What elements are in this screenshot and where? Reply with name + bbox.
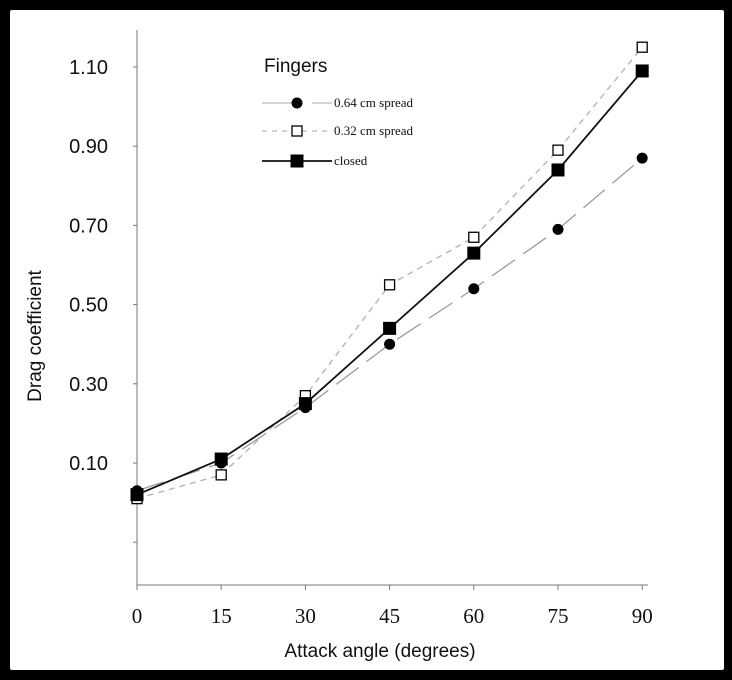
series-0-32-cm-spread (136, 46, 643, 500)
data-point (298, 397, 312, 411)
series-layer (130, 41, 649, 505)
data-point (215, 469, 227, 481)
x-tick-label: 30 (295, 604, 316, 628)
axes (136, 30, 648, 586)
y-tick-label: 1.10 (69, 57, 108, 79)
y-tick-label: 0.90 (69, 136, 108, 158)
legend-marker (291, 125, 303, 137)
data-point (384, 338, 396, 350)
legend-label: closed (334, 153, 368, 168)
data-point (468, 231, 480, 243)
x-tick-label: 75 (548, 604, 569, 628)
y-tick-label: 0.50 (69, 295, 108, 317)
x-tick-label: 15 (211, 604, 232, 628)
legend-label: 0.32 cm spread (334, 123, 414, 138)
x-tick-label: 90 (632, 604, 653, 628)
x-tick-label: 45 (379, 604, 400, 628)
data-point (214, 452, 228, 466)
legend: Fingers 0.64 cm spread 0.32 cm spread clos… (262, 56, 414, 168)
series-markers (131, 41, 648, 505)
y-tick-label: 0.70 (69, 215, 108, 237)
chart-frame (10, 10, 724, 670)
x-axis-title: Attack angle (degrees) (284, 641, 475, 662)
data-point (468, 283, 480, 295)
y-tick-label: 0.10 (69, 453, 108, 475)
data-point (467, 246, 481, 260)
x-tick-label: 0 (132, 604, 143, 628)
x-tick-label: 60 (463, 604, 484, 628)
legend-marker (291, 97, 303, 109)
series-line (136, 46, 643, 500)
data-point (551, 163, 565, 177)
y-axis-title: Drag coefficient (25, 269, 46, 401)
data-point (635, 64, 649, 78)
legend-title: Fingers (264, 56, 327, 77)
data-point (552, 144, 564, 156)
data-point (383, 321, 397, 335)
data-point (383, 279, 396, 291)
y-tick-label: 0.30 (69, 374, 108, 396)
legend-marker (290, 154, 304, 168)
data-point (130, 488, 144, 502)
data-point (636, 41, 648, 53)
y-ticks: 0.10 0.30 0.50 0.70 0.90 1.10 (69, 57, 137, 543)
data-point (552, 223, 564, 235)
x-ticks: 0 15 30 45 60 75 90 (132, 585, 653, 628)
series-markers (130, 64, 649, 502)
data-point (636, 152, 648, 164)
legend-label: 0.64 cm spread (334, 95, 414, 110)
